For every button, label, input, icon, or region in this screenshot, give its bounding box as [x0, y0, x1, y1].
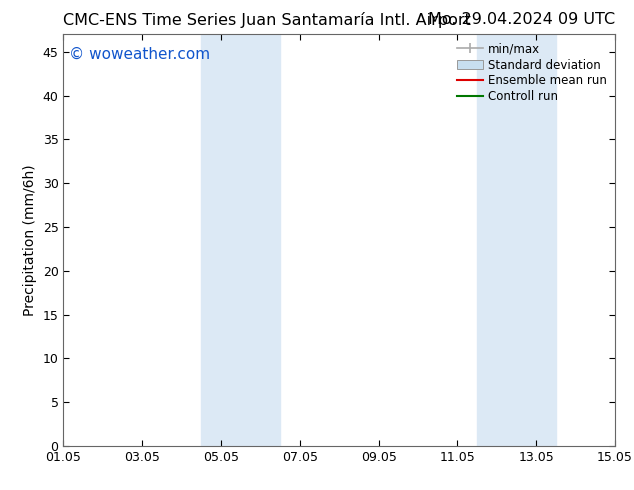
Bar [477, 34, 497, 446]
Text: CMC-ENS Time Series Juan Santamaría Intl. Airport: CMC-ENS Time Series Juan Santamaría Intl… [63, 12, 471, 28]
Bar [202, 34, 221, 446]
Legend: min/max, Standard deviation, Ensemble mean run, Controll run: min/max, Standard deviation, Ensemble me… [455, 40, 609, 106]
Bar [497, 34, 556, 446]
Text: © woweather.com: © woweather.com [69, 47, 210, 62]
Bar [221, 34, 280, 446]
Y-axis label: Precipitation (mm/6h): Precipitation (mm/6h) [23, 164, 37, 316]
Text: Mo. 29.04.2024 09 UTC: Mo. 29.04.2024 09 UTC [428, 12, 615, 27]
